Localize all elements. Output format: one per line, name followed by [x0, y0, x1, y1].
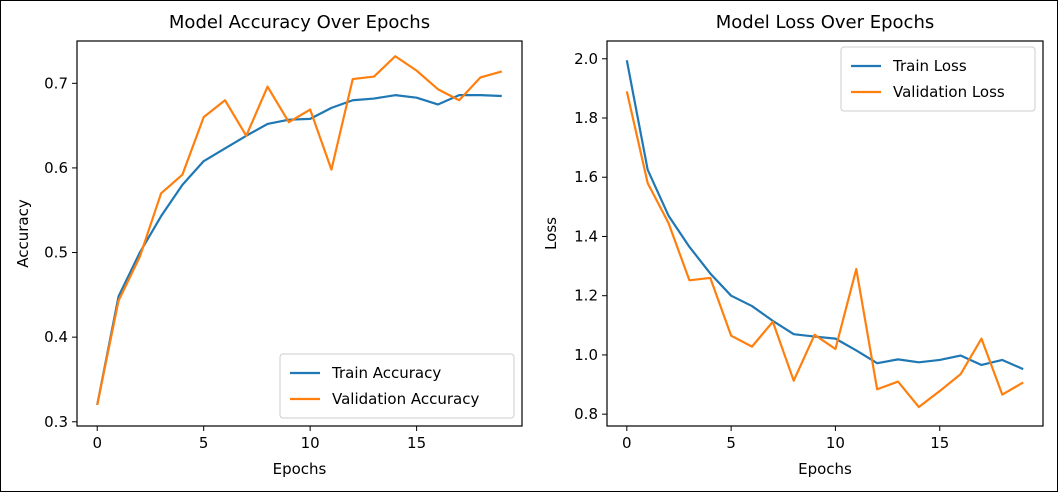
acc-series-validation-accuracy-line: [96, 55, 503, 406]
acc-y-tick-label: 0.5: [44, 244, 68, 262]
acc-x-tick-label: 15: [407, 434, 426, 452]
loss-y-tick-label: 0.8: [574, 405, 598, 423]
acc-chart-title: Model Accuracy Over Epochs: [169, 12, 430, 33]
acc-y-tick-label: 0.6: [44, 159, 68, 177]
loss-legend-box: [840, 46, 1036, 112]
acc-y-tick-label: 0.4: [44, 328, 68, 346]
loss-axes-frame: [606, 40, 1044, 427]
loss-chart-title: Model Loss Over Epochs: [716, 12, 934, 33]
loss-y-tick-label: 1.2: [574, 287, 598, 305]
loss-x-tick-label: 5: [726, 434, 736, 452]
loss-y-tick-label: 1.6: [574, 168, 598, 186]
acc-y-axis-label: Accuracy: [14, 199, 32, 268]
acc-legend-label: Train Accuracy: [331, 364, 441, 382]
acc-x-tick-label: 10: [301, 434, 320, 452]
acc-legend: Train Accuracy Validation Accuracy: [279, 353, 515, 419]
loss-x-tick-label: 10: [826, 434, 845, 452]
acc-legend-box: [279, 353, 515, 419]
acc-legend-label: Validation Accuracy: [332, 390, 479, 408]
loss-legend-label: Validation Loss: [893, 83, 1005, 101]
loss-y-tick-label: 1.4: [574, 227, 598, 245]
acc-x-tick-label: 0: [92, 434, 102, 452]
loss-y-tick-label: 2.0: [574, 50, 598, 68]
loss-y-tick-label: 1.8: [574, 109, 598, 127]
acc-y-tick-label: 0.3: [44, 413, 68, 431]
loss-x-tick-label: 15: [930, 434, 949, 452]
acc-series-train-accuracy-line: [96, 94, 502, 406]
loss-chart: Model Loss Over Epochs 0 5 10 15 0.8 1.0 1.2 1.4…: [542, 12, 1044, 478]
acc-y-tick-label: 0.7: [44, 74, 68, 92]
loss-series-train-loss-line: [625, 60, 1024, 371]
acc-axes-frame: [76, 40, 523, 427]
acc-chart: Model Accuracy Over Epochs 0 5 10 15 0.3 0.4 0.…: [14, 12, 523, 478]
loss-x-tick-label: 0: [622, 434, 632, 452]
acc-x-tick-label: 5: [199, 434, 209, 452]
loss-series-validation-loss-line: [625, 91, 1024, 409]
loss-legend: Train Loss Validation Loss: [840, 46, 1036, 112]
loss-y-tick-label: 1.0: [574, 346, 598, 364]
loss-legend-label: Train Loss: [892, 57, 967, 75]
acc-x-axis-label: Epochs: [273, 460, 327, 478]
loss-y-axis-label: Loss: [542, 217, 560, 250]
loss-x-axis-label: Epochs: [798, 460, 852, 478]
